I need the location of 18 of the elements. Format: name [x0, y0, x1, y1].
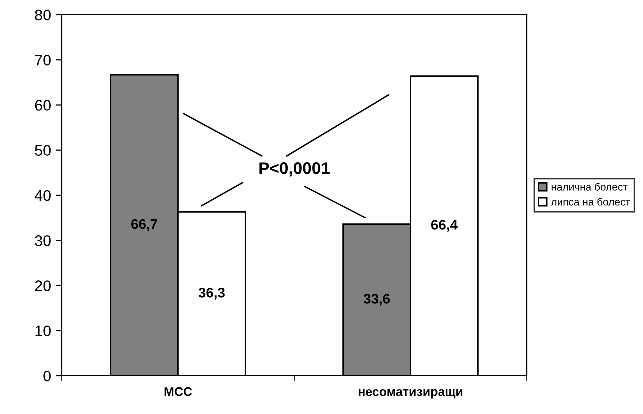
annotation: P<0,0001: [260, 162, 330, 177]
y-tick-label: 10: [36, 326, 51, 337]
y-tick-label: 40: [34, 190, 51, 202]
y-tick-label: 0: [44, 370, 51, 382]
legend-label: липса на болест: [551, 198, 630, 206]
x-tick-label: МСС: [164, 387, 192, 396]
y-tick-label: 20: [35, 280, 51, 292]
data-label: 66,4: [431, 220, 458, 232]
data-label: 66,7: [132, 219, 158, 232]
y-tick-label: 50: [35, 145, 51, 156]
legend-label: налична болест: [552, 183, 628, 191]
y-tick-label: 80: [35, 10, 51, 21]
data-label: 33,6: [364, 294, 390, 306]
x-tick-label: несоматизиращи: [358, 389, 463, 399]
y-tick-label: 30: [35, 235, 51, 246]
y-tick-label: 70: [35, 54, 51, 66]
data-label: 36,3: [198, 288, 225, 300]
y-tick-label: 60: [35, 100, 51, 111]
